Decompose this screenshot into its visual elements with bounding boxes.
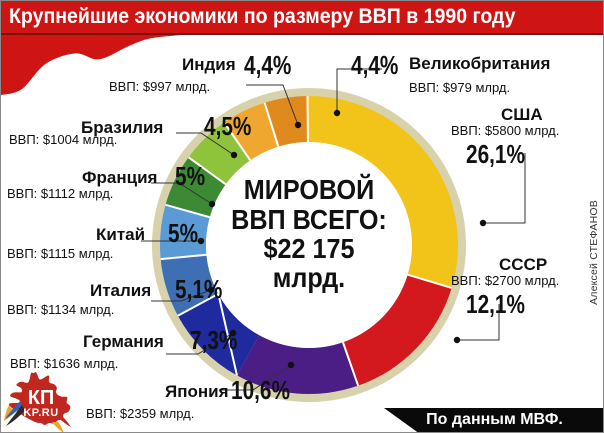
svg-text:KP.RU: KP.RU (23, 407, 58, 419)
svg-text:КП: КП (28, 387, 55, 409)
